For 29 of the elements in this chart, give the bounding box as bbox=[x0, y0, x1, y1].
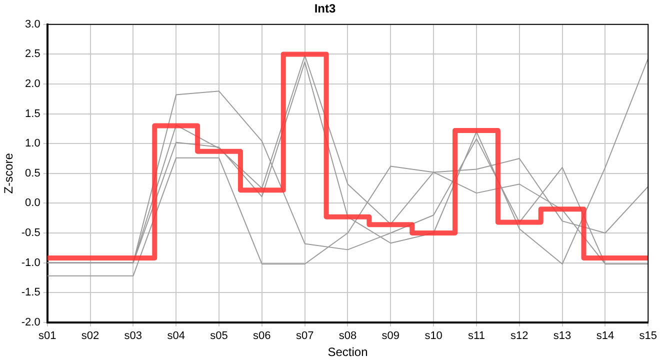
y-tick-label: -1.5 bbox=[21, 286, 40, 299]
y-tick-label: -1.0 bbox=[21, 256, 40, 269]
y-tick-label: -0.5 bbox=[21, 227, 40, 240]
y-tick-label: 1.5 bbox=[25, 108, 40, 120]
y-axis-title: Z-score bbox=[2, 152, 16, 194]
x-tick-label: s03 bbox=[124, 330, 142, 342]
x-tick-label: s11 bbox=[468, 330, 485, 342]
x-tick-label: s15 bbox=[639, 330, 658, 342]
x-tick-label: s07 bbox=[296, 330, 314, 342]
y-tick-label: 1.0 bbox=[25, 138, 40, 150]
y-tick-label: 2.0 bbox=[25, 78, 40, 90]
x-tick-label: s09 bbox=[382, 330, 400, 342]
x-tick-label: s10 bbox=[424, 330, 442, 342]
x-tick-label: s13 bbox=[553, 330, 572, 342]
y-tick-label: -2.0 bbox=[21, 316, 40, 328]
x-axis-title: Section bbox=[328, 345, 368, 360]
y-tick-label: 0.5 bbox=[25, 167, 40, 180]
y-tick-label: 3.0 bbox=[25, 18, 40, 30]
x-tick-label: s06 bbox=[253, 330, 271, 342]
x-tick-label: s02 bbox=[81, 330, 100, 342]
chart-title: Int3 bbox=[314, 2, 336, 16]
x-tick-label: s08 bbox=[338, 330, 357, 342]
x-tick-label: s01 bbox=[38, 330, 56, 342]
y-tick-label: 0.0 bbox=[25, 197, 40, 210]
x-tick-label: s04 bbox=[167, 330, 185, 342]
x-tick-label: s12 bbox=[510, 330, 528, 342]
x-tick-label: s14 bbox=[596, 330, 614, 342]
y-tick-label: 2.5 bbox=[25, 48, 40, 60]
x-tick-label: s05 bbox=[210, 330, 228, 342]
